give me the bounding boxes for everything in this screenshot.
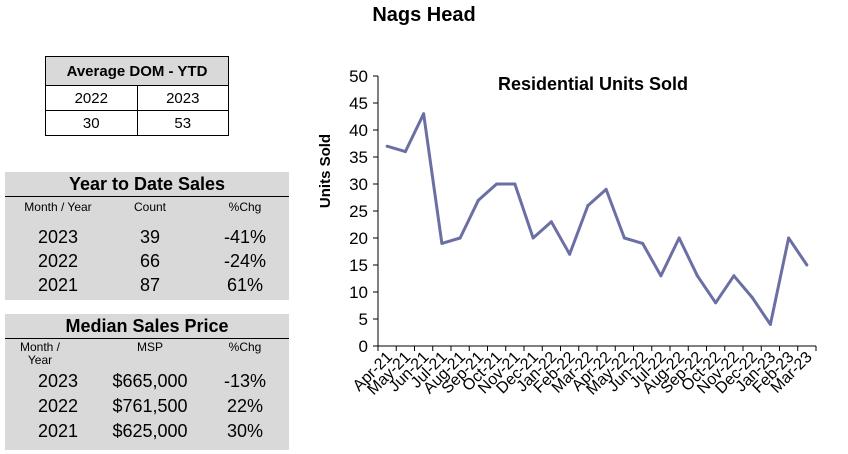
chart-title: Residential Units Sold bbox=[498, 74, 688, 94]
data-point bbox=[677, 236, 681, 240]
ytd-sales-panel: Year to Date Sales Month / Year Count %C… bbox=[5, 172, 289, 300]
y-axis-label: Units Sold bbox=[317, 134, 334, 208]
ytd-count: 87 bbox=[139, 275, 161, 295]
page-title: Nags Head bbox=[372, 4, 476, 26]
ytd-year: 2022 bbox=[37, 251, 79, 271]
msp-year: 2023 bbox=[37, 371, 79, 391]
y-tick-label: 0 bbox=[359, 337, 368, 356]
msp-price: $665,000 bbox=[112, 371, 188, 391]
units-sold-chart: 05101520253035404550Apr-21May-21Jun-21Ju… bbox=[317, 67, 817, 399]
data-point bbox=[732, 274, 736, 278]
data-point bbox=[695, 274, 699, 278]
y-tick-label: 50 bbox=[349, 67, 368, 86]
msp-year: 2021 bbox=[37, 421, 79, 441]
ytd-count: 39 bbox=[139, 227, 161, 247]
data-point bbox=[495, 182, 499, 186]
data-point bbox=[659, 274, 663, 278]
data-point bbox=[750, 295, 754, 299]
msp-col-header: MSP bbox=[136, 340, 163, 354]
data-point bbox=[476, 198, 480, 202]
y-tick-label: 35 bbox=[349, 148, 368, 167]
msp-price: $761,500 bbox=[112, 396, 188, 416]
data-point bbox=[787, 236, 791, 240]
data-point bbox=[622, 236, 626, 240]
msp-col-header: Month / Year bbox=[19, 340, 61, 367]
dom-year-cell: 2022 bbox=[45, 85, 138, 111]
dom-value-cell: 30 bbox=[45, 110, 138, 136]
average-dom-table: Average DOM - YTD 2022 2023 30 53 bbox=[45, 56, 229, 136]
data-point bbox=[513, 182, 517, 186]
y-tick-label: 15 bbox=[349, 256, 368, 275]
msp-price: $625,000 bbox=[112, 421, 188, 441]
data-point bbox=[440, 241, 444, 245]
ytd-change: 61% bbox=[226, 275, 264, 295]
data-point bbox=[549, 220, 553, 224]
data-point bbox=[604, 187, 608, 191]
ytd-change: -41% bbox=[223, 227, 267, 247]
y-tick-label: 20 bbox=[349, 229, 368, 248]
data-point bbox=[422, 112, 426, 116]
ytd-col-header: Count bbox=[133, 200, 167, 214]
dom-year-cell: 2023 bbox=[136, 85, 229, 111]
ytd-change: -24% bbox=[223, 251, 267, 271]
median-price-panel: Median Sales Price Month / Year MSP %Chg… bbox=[5, 314, 289, 450]
data-point bbox=[568, 252, 572, 256]
data-point bbox=[768, 322, 772, 326]
data-point bbox=[403, 150, 407, 154]
y-tick-label: 5 bbox=[359, 310, 368, 329]
data-point bbox=[641, 241, 645, 245]
dom-header: Average DOM - YTD bbox=[45, 56, 229, 86]
y-tick-label: 25 bbox=[349, 202, 368, 221]
ytd-col-header: Month / Year bbox=[24, 200, 92, 214]
ytd-count: 66 bbox=[139, 251, 161, 271]
dom-value-cell: 53 bbox=[136, 110, 229, 136]
y-tick-label: 30 bbox=[349, 175, 368, 194]
ytd-col-header: %Chg bbox=[228, 200, 262, 214]
msp-year: 2022 bbox=[37, 396, 79, 416]
data-point bbox=[458, 236, 462, 240]
msp-col-header: %Chg bbox=[228, 340, 262, 354]
ytd-year: 2023 bbox=[37, 227, 79, 247]
data-point bbox=[385, 144, 389, 148]
data-point bbox=[586, 204, 590, 208]
y-tick-label: 10 bbox=[349, 283, 368, 302]
msp-change: -13% bbox=[223, 371, 267, 391]
ytd-year: 2021 bbox=[37, 275, 79, 295]
y-tick-label: 45 bbox=[349, 94, 368, 113]
msp-change: 30% bbox=[226, 421, 264, 441]
data-point bbox=[805, 263, 809, 267]
series-line bbox=[386, 112, 809, 326]
msp-change: 22% bbox=[226, 396, 264, 416]
ytd-sales-title: Year to Date Sales bbox=[5, 172, 289, 197]
y-tick-label: 40 bbox=[349, 121, 368, 140]
data-point bbox=[531, 236, 535, 240]
data-point bbox=[714, 301, 718, 305]
median-price-title: Median Sales Price bbox=[5, 314, 289, 339]
